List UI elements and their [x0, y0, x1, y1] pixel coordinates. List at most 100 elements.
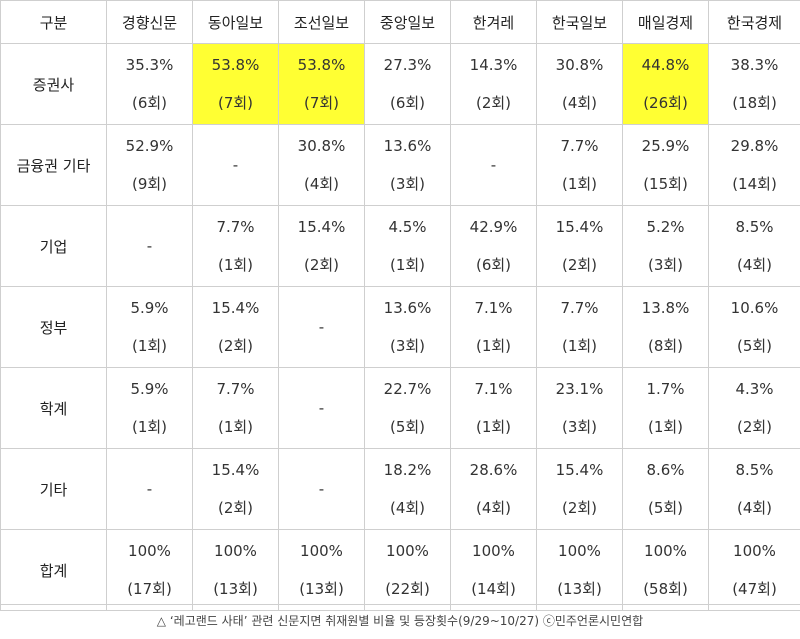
percent-value: 23.1% — [555, 380, 604, 398]
percent-value: 7.7% — [560, 137, 599, 155]
data-cell: 8.5% (4회) — [708, 448, 800, 530]
count-value: (4회) — [736, 256, 773, 274]
percent-value: 7.7% — [216, 218, 255, 236]
count-value: (9회) — [131, 175, 168, 193]
data-cell: 5.2% (3회) — [622, 205, 709, 287]
percent-value: 7.7% — [560, 299, 599, 317]
percent-value: 7.7% — [216, 380, 255, 398]
data-cell: - — [106, 448, 193, 530]
count-value: (47회) — [732, 580, 777, 598]
column-header: 동아일보 — [192, 0, 279, 44]
count-value: (2회) — [561, 256, 598, 274]
data-cell: 7.1% (1회) — [450, 367, 537, 449]
data-cell: 100% (47회) — [708, 529, 800, 611]
table-row: 기타 - 15.4% (2회) - 18.2% (4회) 28.6% (4회) 15.4% (2회)… — [0, 448, 800, 530]
count-value: (2회) — [217, 337, 254, 355]
table-row: 학계 5.9% (1회) 7.7% (1회) - 22.7% (5회) 7.1% (1회) 23.1… — [0, 367, 800, 449]
empty-value-dash: - — [318, 480, 325, 498]
percent-value: 7.1% — [474, 299, 513, 317]
percent-value: 5.2% — [646, 218, 685, 236]
percent-value: 100% — [558, 542, 601, 560]
data-cell: 100% (13회) — [192, 529, 279, 611]
percent-value: 42.9% — [469, 218, 518, 236]
table-row: 합계 100% (17회) 100% (13회) 100% (13회) 100% (22회) 10… — [0, 529, 800, 611]
count-value: (1회) — [131, 418, 168, 436]
count-value: (2회) — [303, 256, 340, 274]
data-cell: 4.5% (1회) — [364, 205, 451, 287]
column-header: 중앙일보 — [364, 0, 451, 44]
data-cell: 7.7% (1회) — [536, 286, 623, 368]
count-value: (1회) — [561, 337, 598, 355]
column-header: 한국일보 — [536, 0, 623, 44]
data-cell: 10.6% (5회) — [708, 286, 800, 368]
count-value: (1회) — [389, 256, 426, 274]
data-cell: 18.2% (4회) — [364, 448, 451, 530]
count-value: (1회) — [475, 337, 512, 355]
count-value: (4회) — [389, 499, 426, 517]
data-cell: 100% (58회) — [622, 529, 709, 611]
empty-value-dash: - — [146, 237, 153, 255]
table-row: 증권사 35.3% (6회) 53.8% (7회) 53.8% (7회) 27.3% (6회) 1… — [0, 43, 800, 125]
percent-value: 100% — [733, 542, 776, 560]
percent-value: 4.5% — [388, 218, 427, 236]
source-ratio-table: 구분 경향신문 동아일보 조선일보 중앙일보 한겨레 한국일보 매일경제 한국경… — [0, 0, 800, 611]
count-value: (4회) — [736, 499, 773, 517]
data-cell: 27.3% (6회) — [364, 43, 451, 125]
data-cell: 25.9% (15회) — [622, 124, 709, 206]
header-corner: 구분 — [0, 0, 107, 44]
data-cell: 7.1% (1회) — [450, 286, 537, 368]
percent-value: 100% — [300, 542, 343, 560]
empty-value-dash: - — [318, 399, 325, 417]
percent-value: 1.7% — [646, 380, 685, 398]
count-value: (18회) — [732, 94, 777, 112]
data-cell: 15.4% (2회) — [278, 205, 365, 287]
percent-value: 100% — [214, 542, 257, 560]
count-value: (4회) — [561, 94, 598, 112]
count-value: (17회) — [127, 580, 172, 598]
data-cell: 29.8% (14회) — [708, 124, 800, 206]
percent-value: 30.8% — [555, 56, 604, 74]
percent-value: 100% — [386, 542, 429, 560]
data-cell: 8.5% (4회) — [708, 205, 800, 287]
percent-value: 53.8% — [297, 56, 346, 74]
data-cell: 100% (17회) — [106, 529, 193, 611]
count-value: (8회) — [647, 337, 684, 355]
data-cell: 8.6% (5회) — [622, 448, 709, 530]
percent-value: 38.3% — [730, 56, 779, 74]
table-row: 금융권 기타 52.9% (9회) - 30.8% (4회) 13.6% (3회) - 7.7% (… — [0, 124, 800, 206]
data-cell: 52.9% (9회) — [106, 124, 193, 206]
data-cell: 15.4% (2회) — [536, 205, 623, 287]
percent-value: 7.1% — [474, 380, 513, 398]
percent-value: 15.4% — [297, 218, 346, 236]
count-value: (13회) — [557, 580, 602, 598]
data-cell: 30.8% (4회) — [278, 124, 365, 206]
percent-value: 100% — [644, 542, 687, 560]
data-cell: 100% (13회) — [536, 529, 623, 611]
percent-value: 15.4% — [555, 218, 604, 236]
percent-value: 14.3% — [469, 56, 518, 74]
data-cell: 13.8% (8회) — [622, 286, 709, 368]
data-cell: - — [278, 367, 365, 449]
percent-value: 22.7% — [383, 380, 432, 398]
count-value: (3회) — [389, 175, 426, 193]
data-cell: 14.3% (2회) — [450, 43, 537, 125]
row-label: 학계 — [0, 367, 107, 449]
data-cell: 38.3% (18회) — [708, 43, 800, 125]
data-cell: 13.6% (3회) — [364, 124, 451, 206]
percent-value: 35.3% — [125, 56, 174, 74]
percent-value: 27.3% — [383, 56, 432, 74]
data-cell: - — [450, 124, 537, 206]
count-value: (1회) — [475, 418, 512, 436]
count-value: (15회) — [643, 175, 688, 193]
percent-value: 10.6% — [730, 299, 779, 317]
empty-value-dash: - — [232, 156, 239, 174]
data-cell: 100% (14회) — [450, 529, 537, 611]
percent-value: 52.9% — [125, 137, 174, 155]
count-value: (2회) — [475, 94, 512, 112]
count-value: (26회) — [643, 94, 688, 112]
data-cell: - — [278, 286, 365, 368]
column-header: 한국경제 — [708, 0, 800, 44]
percent-value: 15.4% — [211, 299, 260, 317]
count-value: (13회) — [299, 580, 344, 598]
count-value: (7회) — [217, 94, 254, 112]
